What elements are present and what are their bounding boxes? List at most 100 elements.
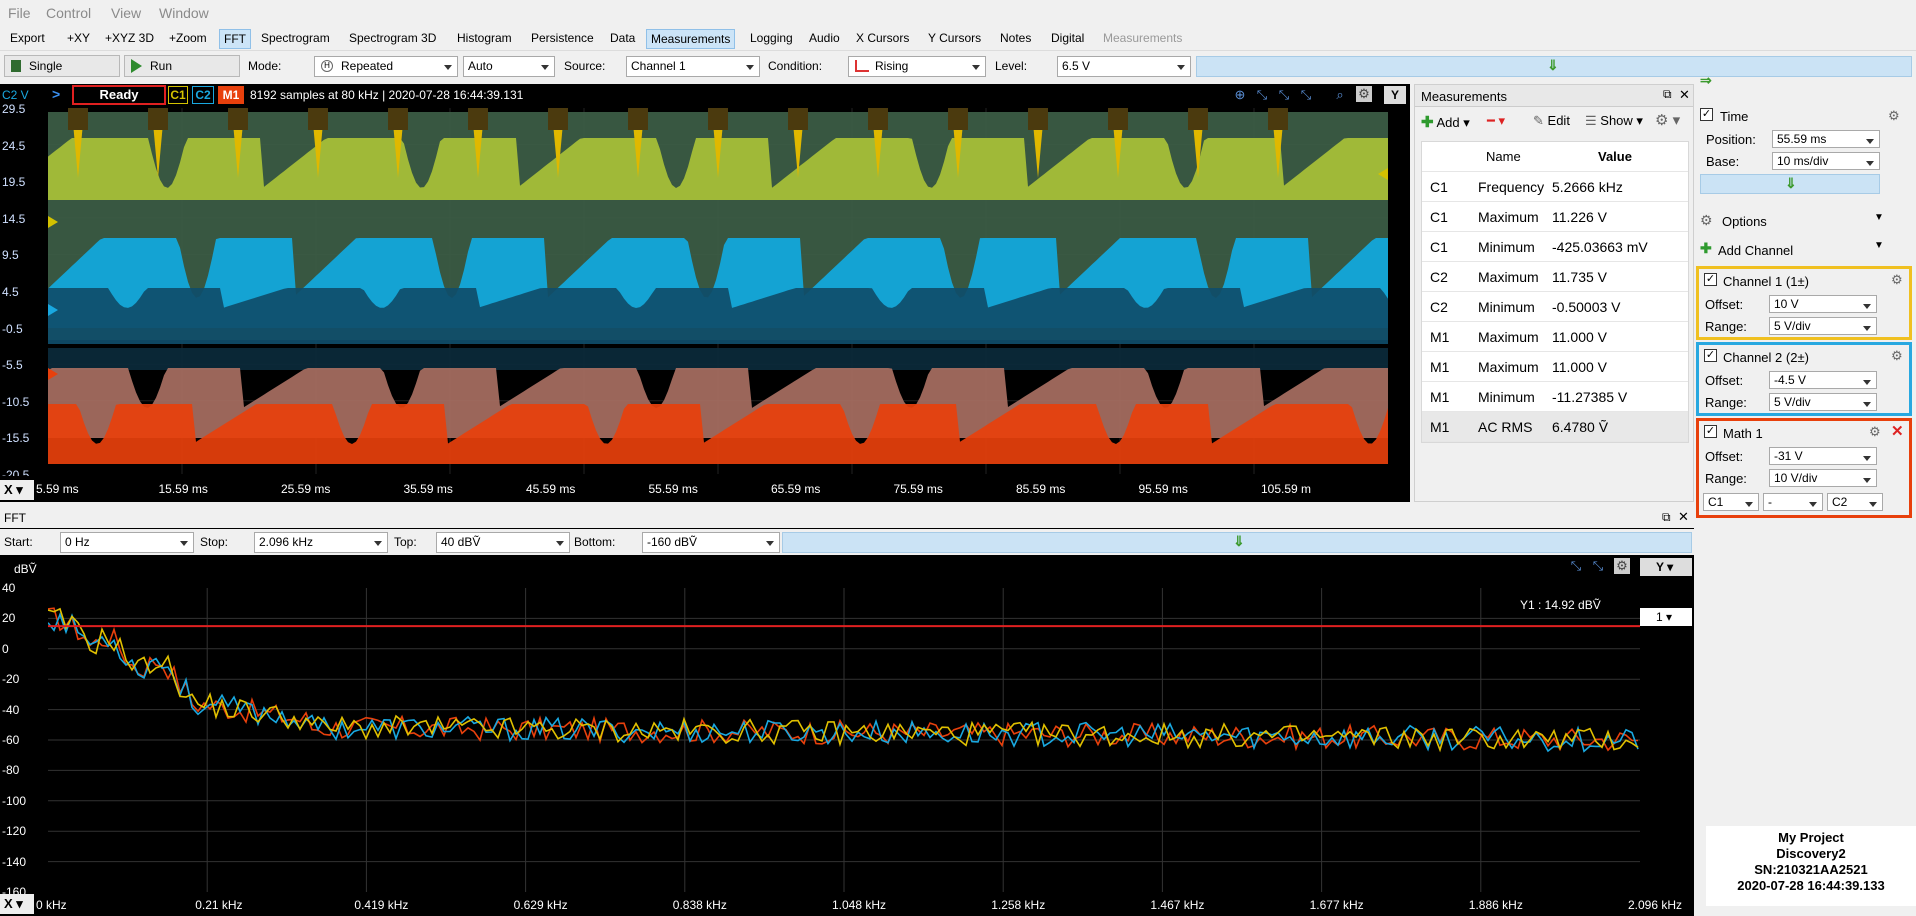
auto-select[interactable]: Auto: [463, 56, 555, 77]
time-checkbox[interactable]: ✓: [1700, 108, 1713, 121]
source-select[interactable]: Channel 1: [626, 56, 760, 77]
zoom-in-icon[interactable]: ⊕: [1234, 87, 1246, 102]
tab-fft[interactable]: FFT: [219, 29, 251, 49]
time-marker-icon: ⇓: [1785, 175, 1797, 191]
close-icon[interactable]: ✕: [1679, 87, 1690, 102]
math1-settings-icon[interactable]: ⚙: [1869, 424, 1881, 439]
menu-view[interactable]: View: [111, 5, 142, 21]
x-axis-button[interactable]: X ▾: [0, 480, 34, 500]
tab-data[interactable]: Data: [610, 31, 636, 45]
measurement-row[interactable]: M1 Maximum 11.000 V: [1422, 352, 1688, 382]
tab-xy[interactable]: +XY: [67, 31, 91, 45]
remove-measurement-button[interactable]: ━ ▾: [1487, 113, 1505, 128]
trigger-position-bar[interactable]: ⇓: [1196, 56, 1912, 77]
tab-notes[interactable]: Notes: [1000, 31, 1032, 45]
run-label: Run: [150, 59, 173, 73]
condition-select[interactable]: Rising: [848, 56, 986, 77]
math1-offset-input[interactable]: -31 V: [1769, 447, 1877, 465]
cursor-icon[interactable]: ⤡: [1256, 87, 1268, 102]
c1-badge[interactable]: C1: [168, 86, 188, 104]
measurement-row[interactable]: C1 Maximum 11.226 V: [1422, 202, 1688, 232]
expand-arrow-icon[interactable]: ⇒: [1700, 72, 1712, 88]
channel2-offset-input[interactable]: -4.5 V: [1769, 371, 1877, 389]
waveform-plot[interactable]: [48, 108, 1388, 474]
math1-remove-icon[interactable]: ✕: [1891, 423, 1904, 440]
tab-xyz3d[interactable]: +XYZ 3D: [105, 31, 155, 45]
math1-operator[interactable]: -: [1763, 493, 1823, 511]
tab-x-cursors[interactable]: X Cursors: [856, 31, 910, 45]
y-axis-button[interactable]: Y: [1384, 86, 1406, 104]
math1-operand-b[interactable]: C2: [1827, 493, 1883, 511]
base-value: 10 ms/div: [1777, 154, 1829, 168]
fft-stop-input[interactable]: 2.096 kHz: [254, 532, 388, 553]
search-icon[interactable]: ⌕: [1336, 87, 1344, 102]
menu-file[interactable]: File: [8, 5, 31, 21]
edit-measurement-button[interactable]: ✎ Edit: [1533, 113, 1570, 129]
fft-plot[interactable]: [48, 588, 1640, 892]
fft-gear-icon[interactable]: ⚙: [1614, 558, 1630, 574]
measurement-row[interactable]: C2 Maximum 11.735 V: [1422, 262, 1688, 292]
fft-y-button[interactable]: Y ▾: [1640, 558, 1692, 576]
tab-measurements[interactable]: Measurements: [646, 29, 736, 49]
tab-export[interactable]: Export: [10, 31, 45, 45]
measurement-row[interactable]: C2 Minimum -0.50003 V: [1422, 292, 1688, 322]
math1-checkbox[interactable]: ✓: [1704, 425, 1717, 438]
tab-persistence[interactable]: Persistence: [531, 31, 594, 45]
fft-bottom-input[interactable]: -160 dBṼ: [642, 532, 780, 553]
fft-position-bar[interactable]: ⇓: [782, 532, 1692, 553]
settings-icon[interactable]: ⚙ ▾: [1655, 112, 1681, 129]
tab-digital[interactable]: Digital: [1051, 31, 1085, 45]
tab-logging[interactable]: Logging: [750, 31, 793, 45]
options-row[interactable]: ⚙ Options ▼: [1696, 210, 1912, 234]
fft-top-input[interactable]: 40 dBṼ: [436, 532, 570, 553]
add-measurement-button[interactable]: ✚ Add ▾: [1421, 114, 1470, 131]
fft-cursor-icon[interactable]: ⤡: [1570, 558, 1582, 573]
measurement-row[interactable]: M1 Minimum -11.27385 V: [1422, 382, 1688, 412]
single-button[interactable]: Single: [4, 55, 120, 77]
tab-histogram[interactable]: Histogram: [457, 31, 512, 45]
tab-audio[interactable]: Audio: [809, 31, 840, 45]
channel1-range-label: Range:: [1705, 319, 1747, 334]
fft-close-icon[interactable]: ✕: [1678, 509, 1689, 524]
cursor3-icon[interactable]: ⤡: [1300, 87, 1312, 102]
channel1-settings-icon[interactable]: ⚙: [1891, 272, 1903, 287]
fft-start-input[interactable]: 0 Hz: [60, 532, 194, 553]
channel1-range-select[interactable]: 5 V/div: [1769, 317, 1877, 335]
math1-operand-a[interactable]: C1: [1703, 493, 1759, 511]
measurement-row[interactable]: M1 Maximum 11.000 V: [1422, 322, 1688, 352]
channel2-settings-icon[interactable]: ⚙: [1891, 348, 1903, 363]
base-select[interactable]: 10 ms/div: [1772, 152, 1880, 170]
tab-y-cursors[interactable]: Y Cursors: [928, 31, 982, 45]
measurement-row[interactable]: C1 Frequency 5.2666 kHz: [1422, 172, 1688, 202]
mode-select[interactable]: H Repeated: [314, 56, 458, 77]
cursor2-icon[interactable]: ⤡: [1278, 87, 1290, 102]
channel2-range-select[interactable]: 5 V/div: [1769, 393, 1877, 411]
level-select[interactable]: 6.5 V: [1057, 56, 1191, 77]
m1-badge[interactable]: M1: [218, 86, 244, 104]
channel1-offset-input[interactable]: 10 V: [1769, 295, 1877, 313]
measurement-row[interactable]: C1 Minimum -425.03663 mV: [1422, 232, 1688, 262]
channel2-checkbox[interactable]: ✓: [1704, 349, 1717, 362]
measurement-row[interactable]: M1 AC RMS 6.4780 Ṽ: [1422, 412, 1688, 442]
tab-zoom[interactable]: +Zoom: [169, 31, 207, 45]
gear-icon[interactable]: ⚙: [1356, 86, 1372, 102]
menu-window[interactable]: Window: [159, 5, 209, 21]
fft-float-icon[interactable]: ⧉: [1662, 510, 1671, 524]
fft-cursor2-icon[interactable]: ⤡: [1592, 558, 1604, 573]
fft-cursor-select[interactable]: 1 ▾: [1640, 608, 1692, 626]
time-position-bar[interactable]: ⇓: [1700, 174, 1880, 194]
c2-badge[interactable]: C2: [192, 86, 214, 104]
fft-x-button[interactable]: X ▾: [0, 894, 34, 914]
position-input[interactable]: 55.59 ms: [1772, 130, 1880, 148]
c1-spike-base: [708, 108, 728, 130]
add-channel-button[interactable]: ✚ Add Channel ▼: [1696, 238, 1912, 262]
channel1-checkbox[interactable]: ✓: [1704, 273, 1717, 286]
float-icon[interactable]: ⧉: [1663, 87, 1672, 101]
time-settings-icon[interactable]: ⚙: [1888, 108, 1900, 123]
math1-range-select[interactable]: 10 V/div: [1769, 469, 1877, 487]
show-measurement-button[interactable]: ☰ Show ▾: [1585, 113, 1643, 128]
tab-spectrogram3d[interactable]: Spectrogram 3D: [349, 31, 437, 45]
tab-spectrogram[interactable]: Spectrogram: [261, 31, 330, 45]
run-button[interactable]: Run: [124, 55, 240, 77]
menu-control[interactable]: Control: [46, 5, 92, 21]
